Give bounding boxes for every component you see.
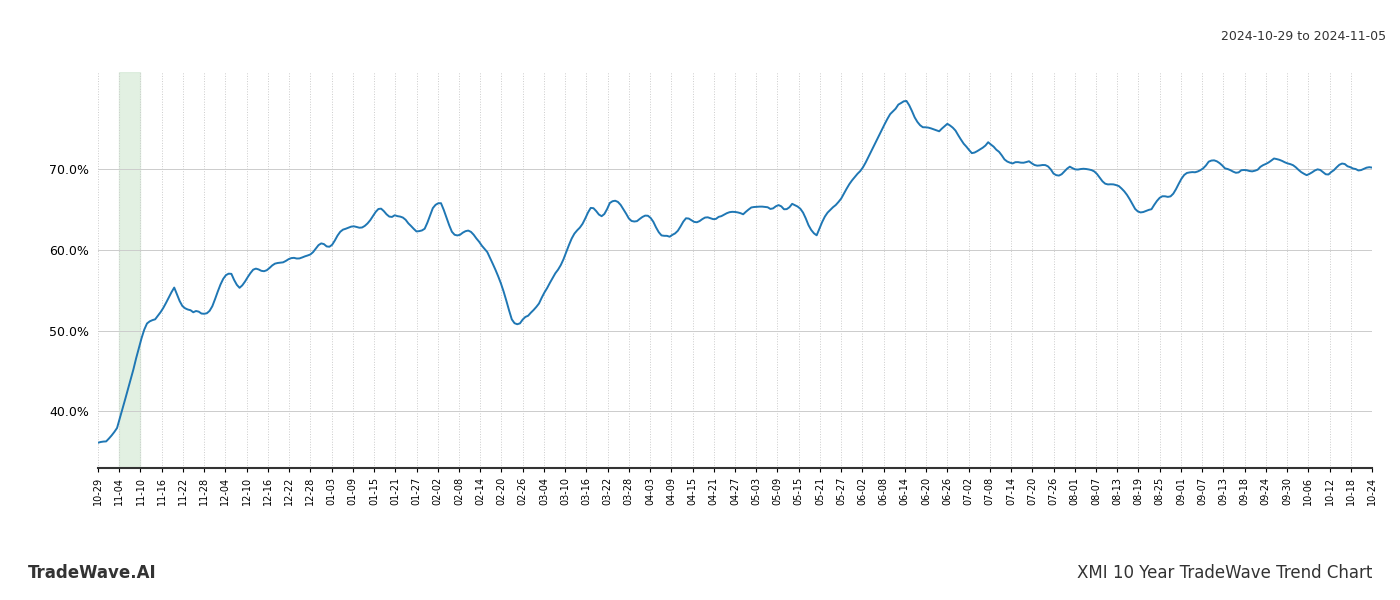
Text: 2024-10-29 to 2024-11-05: 2024-10-29 to 2024-11-05 — [1221, 30, 1386, 43]
Text: XMI 10 Year TradeWave Trend Chart: XMI 10 Year TradeWave Trend Chart — [1077, 564, 1372, 582]
Bar — [119, 72, 140, 468]
Text: TradeWave.AI: TradeWave.AI — [28, 564, 157, 582]
